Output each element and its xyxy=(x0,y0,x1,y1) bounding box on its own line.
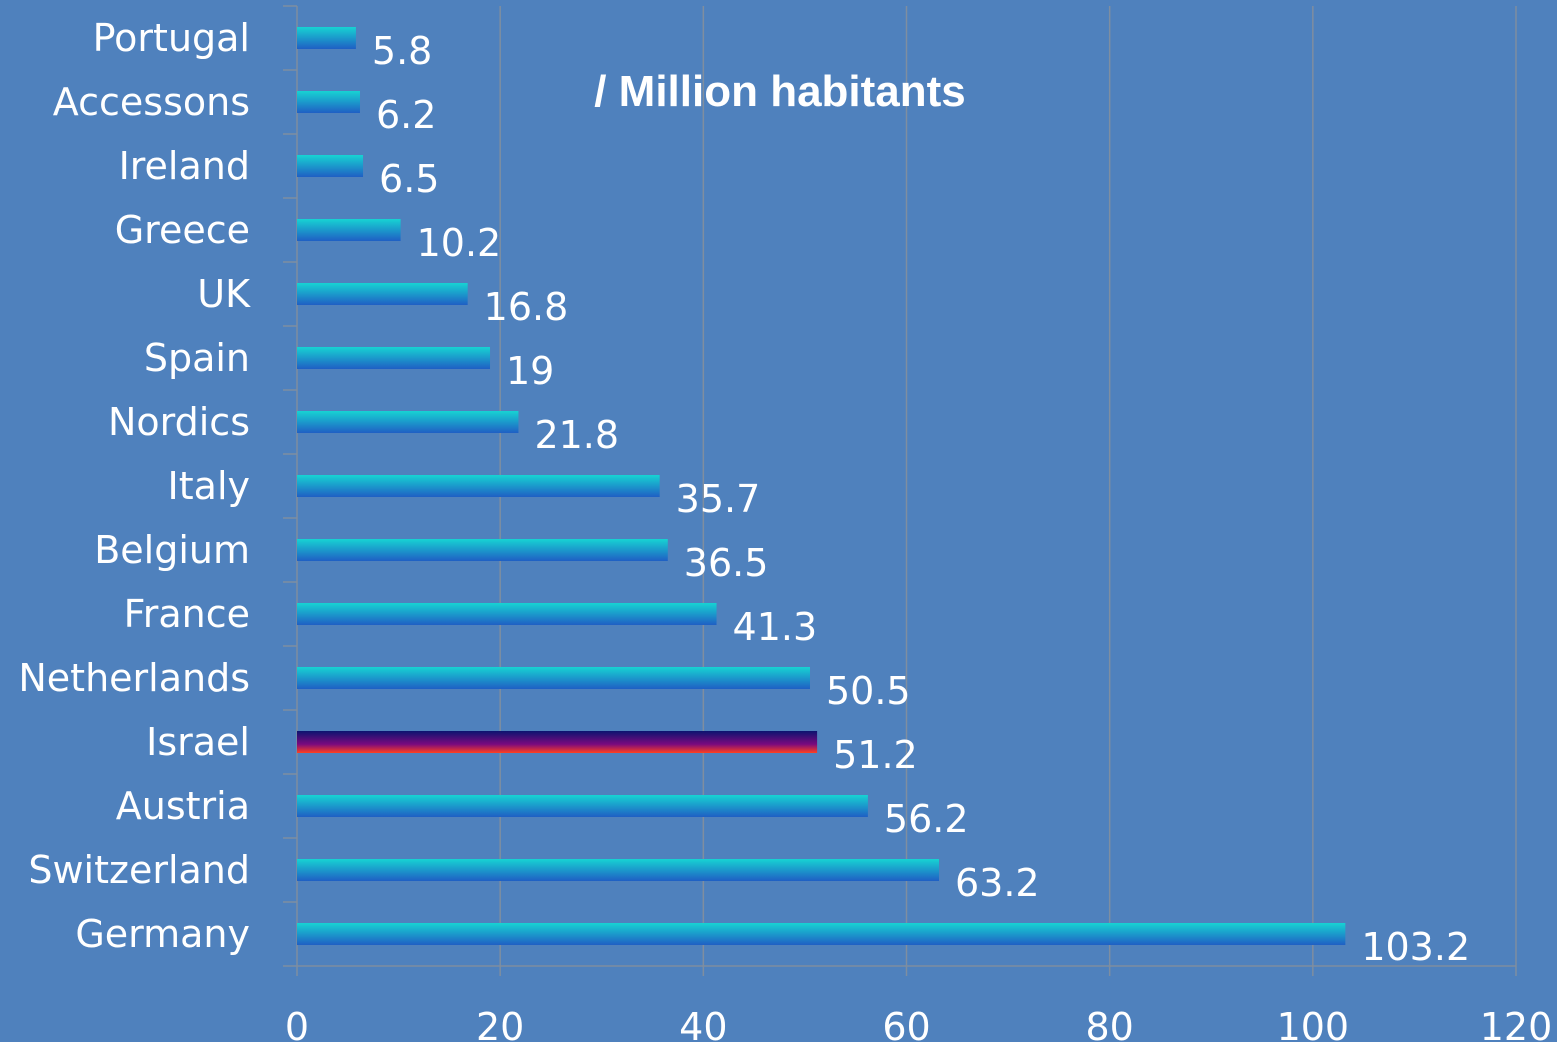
value-label-accessons: 6.2 xyxy=(376,93,436,137)
x-tick-label-0: 0 xyxy=(285,1005,309,1042)
bars xyxy=(297,27,1346,945)
category-label-spain: Spain xyxy=(144,336,250,380)
category-label-austria: Austria xyxy=(116,784,250,828)
value-label-netherlands: 50.5 xyxy=(826,669,911,713)
category-label-switzerland: Switzerland xyxy=(28,848,250,892)
category-label-portugal: Portugal xyxy=(93,16,250,60)
category-label-netherlands: Netherlands xyxy=(18,656,250,700)
category-label-france: France xyxy=(124,592,250,636)
value-label-nordics: 21.8 xyxy=(534,413,619,457)
x-tick-label-100: 100 xyxy=(1277,1005,1350,1042)
value-label-greece: 10.2 xyxy=(417,221,502,265)
value-label-israel: 51.2 xyxy=(833,733,918,777)
category-label-uk: UK xyxy=(197,272,251,316)
bar-portugal xyxy=(297,27,356,49)
bar-france xyxy=(297,603,717,625)
value-label-france: 41.3 xyxy=(733,605,818,649)
category-label-belgium: Belgium xyxy=(94,528,250,572)
category-label-nordics: Nordics xyxy=(108,400,250,444)
category-label-greece: Greece xyxy=(115,208,250,252)
bar-germany xyxy=(297,923,1346,945)
category-label-accessons: Accessons xyxy=(53,80,250,124)
bar-belgium xyxy=(297,539,668,561)
value-label-uk: 16.8 xyxy=(484,285,569,329)
bar-uk xyxy=(297,283,468,305)
bar-austria xyxy=(297,795,868,817)
value-label-germany: 103.2 xyxy=(1361,925,1470,969)
bar-israel xyxy=(297,731,818,753)
labels: 0 20 40 60 80 100 120 Portugal 5.8 Accessons 6.2 Ir… xyxy=(18,16,1552,1042)
value-label-portugal: 5.8 xyxy=(372,29,432,73)
bar-greece xyxy=(297,219,401,241)
bar-accessons xyxy=(297,91,360,113)
bar-nordics xyxy=(297,411,519,433)
bar-ireland xyxy=(297,155,364,177)
value-label-austria: 56.2 xyxy=(884,797,969,841)
chart-title: / Million habitants xyxy=(594,67,966,116)
value-label-italy: 35.7 xyxy=(676,477,761,521)
value-label-ireland: 6.5 xyxy=(379,157,439,201)
x-tick-label-80: 80 xyxy=(1085,1005,1133,1042)
category-label-ireland: Ireland xyxy=(119,144,250,188)
x-tick-label-20: 20 xyxy=(476,1005,524,1042)
category-label-italy: Italy xyxy=(168,464,250,508)
value-label-switzerland: 63.2 xyxy=(955,861,1040,905)
x-tick-label-40: 40 xyxy=(679,1005,727,1042)
bar-spain xyxy=(297,347,491,369)
bar-italy xyxy=(297,475,660,497)
x-tick-label-120: 120 xyxy=(1480,1005,1553,1042)
category-label-israel: Israel xyxy=(146,720,250,764)
x-tick-label-60: 60 xyxy=(882,1005,930,1042)
category-label-germany: Germany xyxy=(75,912,250,956)
value-label-spain: 19 xyxy=(506,349,554,393)
bar-netherlands xyxy=(297,667,810,689)
value-label-belgium: 36.5 xyxy=(684,541,769,585)
bar-switzerland xyxy=(297,859,940,881)
